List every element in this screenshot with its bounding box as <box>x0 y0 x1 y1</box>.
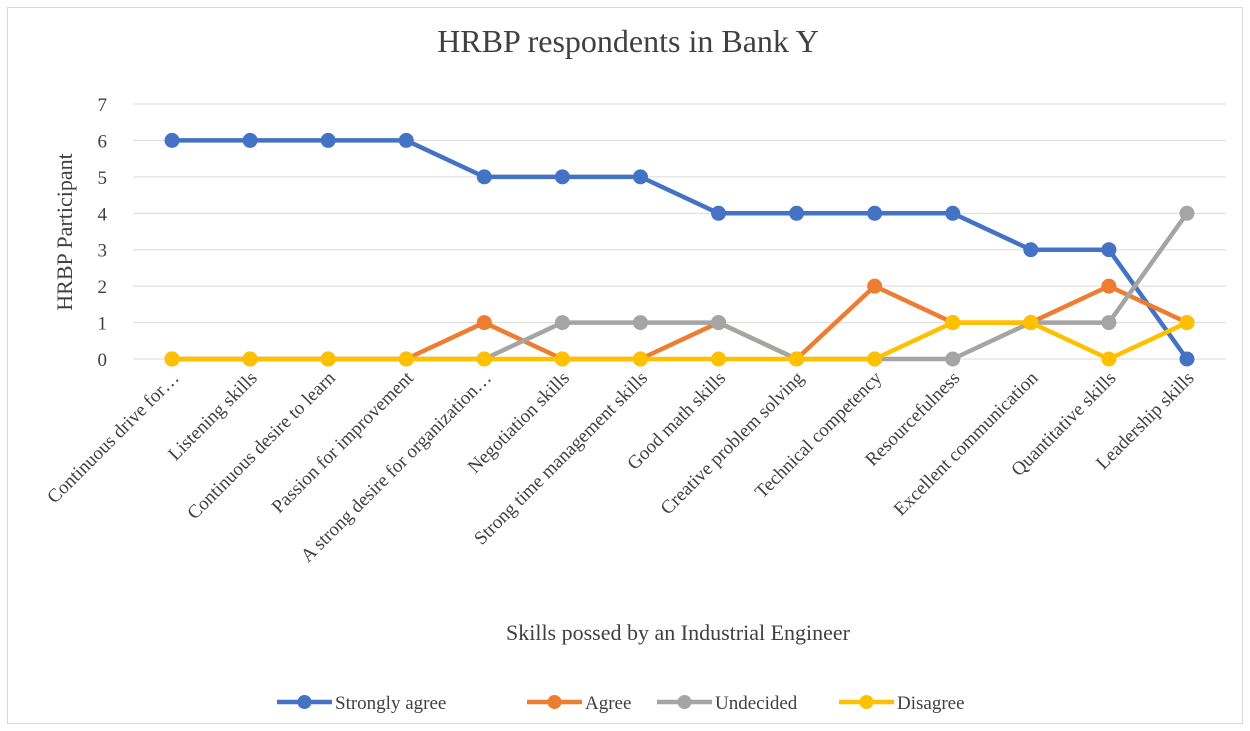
data-point <box>398 132 414 148</box>
legend-marker <box>859 695 874 709</box>
data-point <box>711 205 727 221</box>
legend-item: Agree <box>527 693 631 714</box>
data-point <box>1101 315 1117 331</box>
y-axis-ticks: 0 1 2 3 4 5 6 7 <box>98 95 108 371</box>
legend-marker <box>677 695 692 709</box>
data-point <box>867 351 883 367</box>
y-tick-label: 5 <box>98 168 108 189</box>
data-point <box>867 205 883 221</box>
chart-title: HRBP respondents in Bank Y <box>437 23 819 59</box>
x-tick-label: Creative problem solving <box>657 367 809 519</box>
series <box>164 132 1195 367</box>
data-point <box>867 278 883 294</box>
y-tick-label: 4 <box>98 204 108 225</box>
data-point <box>554 169 570 185</box>
x-tick-label: Technical competency <box>751 367 886 502</box>
legend-marker <box>297 695 312 709</box>
x-axis-title: Skills possed by an Industrial Engineer <box>506 620 851 645</box>
y-tick-label: 0 <box>98 350 108 371</box>
legend-label: Undecided <box>715 693 798 714</box>
data-point <box>1023 315 1039 331</box>
data-point <box>476 169 492 185</box>
data-point <box>320 132 336 148</box>
legend-item: Undecided <box>657 693 798 714</box>
data-point <box>632 351 648 367</box>
data-point <box>1179 205 1195 221</box>
data-point <box>398 351 414 367</box>
data-point <box>711 315 727 331</box>
data-point <box>242 132 258 148</box>
data-point <box>1023 242 1039 258</box>
x-tick-label: Continuous drive for… <box>43 368 183 508</box>
x-axis-ticks: Continuous drive for…Listening skillsCon… <box>43 367 1198 566</box>
series-line <box>169 138 1190 362</box>
data-point <box>1179 351 1195 367</box>
data-point <box>1101 278 1117 294</box>
y-tick-label: 1 <box>98 314 108 335</box>
data-point <box>1101 242 1117 258</box>
data-point <box>554 315 570 331</box>
series-lines <box>164 132 1195 367</box>
legend-marker <box>547 695 562 709</box>
legend-label: Strongly agree <box>335 693 446 714</box>
legend-label: Agree <box>585 693 631 714</box>
data-point <box>164 351 180 367</box>
legend-item: Strongly agree <box>277 693 446 714</box>
data-point <box>945 315 961 331</box>
data-point <box>945 205 961 221</box>
series-line <box>169 320 1190 362</box>
series <box>164 315 1195 367</box>
y-axis-title: HRBP Participant <box>52 153 77 310</box>
data-point <box>554 351 570 367</box>
chart-area <box>7 7 1243 724</box>
data-point <box>476 315 492 331</box>
data-point <box>242 351 258 367</box>
data-point <box>945 351 961 367</box>
data-point <box>1179 315 1195 331</box>
legend: Strongly agree Agree Undecided Disagree <box>277 693 965 714</box>
y-tick-label: 3 <box>98 241 108 262</box>
data-point <box>1101 351 1117 367</box>
data-point <box>711 351 727 367</box>
data-point <box>476 351 492 367</box>
data-point <box>632 169 648 185</box>
data-point <box>789 351 805 367</box>
data-point <box>164 132 180 148</box>
y-tick-label: 6 <box>98 131 108 152</box>
y-tick-label: 7 <box>98 95 108 116</box>
y-tick-label: 2 <box>98 277 108 298</box>
legend-item: Disagree <box>839 693 965 714</box>
data-point <box>789 205 805 221</box>
x-tick-label: Continuous desire to learn <box>183 367 340 524</box>
legend-label: Disagree <box>897 693 965 714</box>
data-point <box>632 315 648 331</box>
data-point <box>320 351 336 367</box>
x-tick-label: Passion for improvement <box>268 367 418 517</box>
x-tick-label: Excellent communication <box>890 367 1043 520</box>
